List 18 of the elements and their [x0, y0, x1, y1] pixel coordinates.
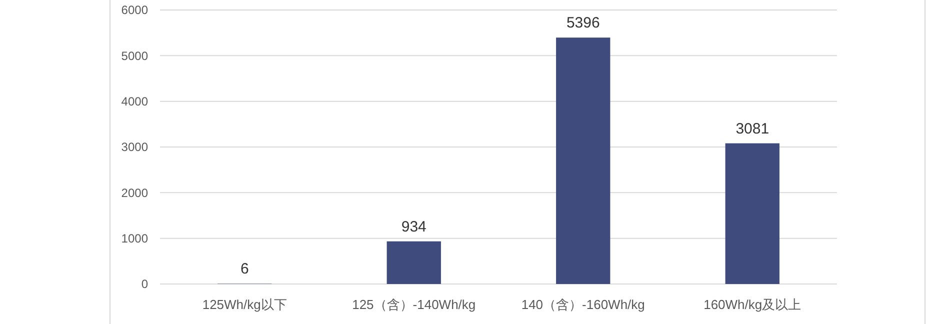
- y-tick-label: 2000: [121, 186, 148, 200]
- x-tick-label: 160Wh/kg及以上: [704, 297, 802, 312]
- data-label: 3081: [736, 120, 770, 138]
- y-tick-label: 3000: [121, 140, 148, 154]
- y-tick-label: 1000: [121, 232, 148, 246]
- x-tick-label: 140（含）-160Wh/kg: [521, 297, 645, 312]
- bar: [556, 38, 610, 284]
- x-tick-label: 125（含）-140Wh/kg: [352, 297, 476, 312]
- y-tick-label: 0: [141, 277, 148, 292]
- y-tick-label: 4000: [121, 94, 148, 109]
- y-tick-label: 6000: [121, 3, 148, 18]
- bar: [725, 143, 780, 284]
- data-label: 5396: [566, 14, 600, 32]
- x-tick-label: 125Wh/kg以下: [202, 297, 287, 312]
- y-tick-label: 5000: [121, 48, 148, 63]
- data-label: 934: [401, 218, 426, 236]
- data-label: 6: [240, 260, 249, 278]
- bar: [386, 241, 441, 284]
